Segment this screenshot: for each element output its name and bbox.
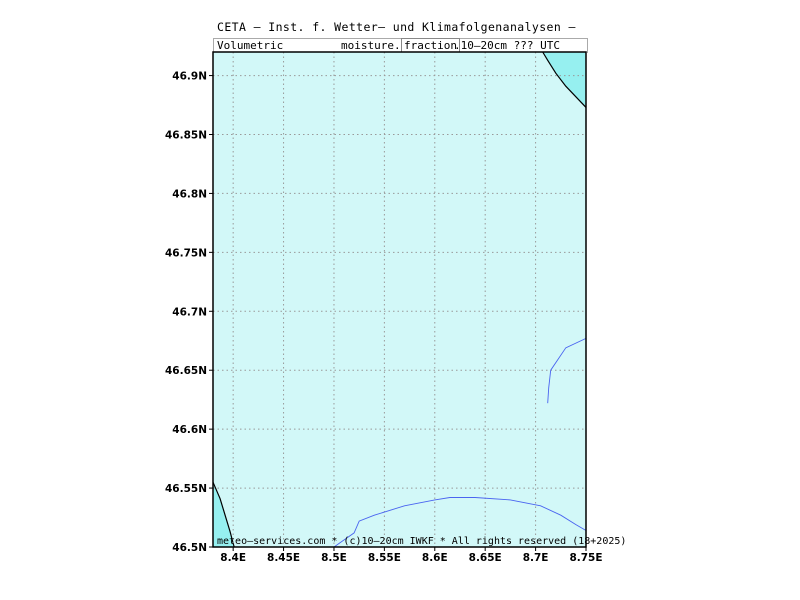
- lat-label-2: 46.6N: [172, 424, 207, 436]
- longitude-labels: 8.4E 8.45E 8.5E 8.55E 8.6E 8.65E 8.7E 8.75E: [220, 547, 603, 564]
- subtitle-level-time: .10—20cm ??? UTC: [454, 39, 560, 52]
- moisture-field: [213, 52, 586, 547]
- subtitle-variable: Volumetric: [217, 39, 284, 52]
- river-main: [333, 497, 587, 548]
- rivers-layer: [333, 337, 587, 548]
- lon-label-3: 8.55E: [368, 552, 401, 564]
- region-northeast: [542, 52, 586, 108]
- lat-label-6: 46.8N: [172, 188, 207, 200]
- region-southwest: [213, 482, 235, 547]
- lat-label-4: 46.7N: [172, 306, 207, 318]
- lon-label-6: 8.7E: [523, 552, 549, 564]
- regions-layer: [212, 51, 587, 548]
- lat-label-0: 46.5N: [172, 542, 207, 554]
- lon-label-1: 8.45E: [267, 552, 300, 564]
- lon-label-7: 8.75E: [569, 552, 602, 564]
- lon-label-4: 8.6E: [422, 552, 448, 564]
- latitude-labels: 46.5N 46.55N 46.6N 46.65N 46.7N 46.75N 46.8N 46…: [165, 71, 213, 554]
- map-title: CETA — Inst. f. Wetter— und Klimafolgena…: [217, 20, 576, 34]
- footer-credit: meteo—services.com * (c)10—20cm IWKF * A…: [217, 536, 626, 547]
- lat-label-1: 46.55N: [165, 483, 207, 495]
- lon-label-0: 8.4E: [220, 552, 246, 564]
- subtitle-box: Volumetric moisture. fraction .10—20cm ?…: [213, 38, 588, 53]
- subtitle-quantity: moisture.: [341, 39, 401, 52]
- lat-label-7: 46.85N: [165, 130, 207, 142]
- map-frame: [212, 51, 587, 548]
- lat-label-8: 46.9N: [172, 71, 207, 83]
- region-southwest-boundary: [212, 481, 235, 548]
- region-northeast-boundary: [542, 51, 587, 108]
- lat-label-5: 46.75N: [165, 247, 207, 259]
- lon-label-5: 8.65E: [469, 552, 502, 564]
- lon-label-2: 8.5E: [321, 552, 347, 564]
- lat-label-3: 46.65N: [165, 365, 207, 377]
- river-east: [547, 337, 587, 404]
